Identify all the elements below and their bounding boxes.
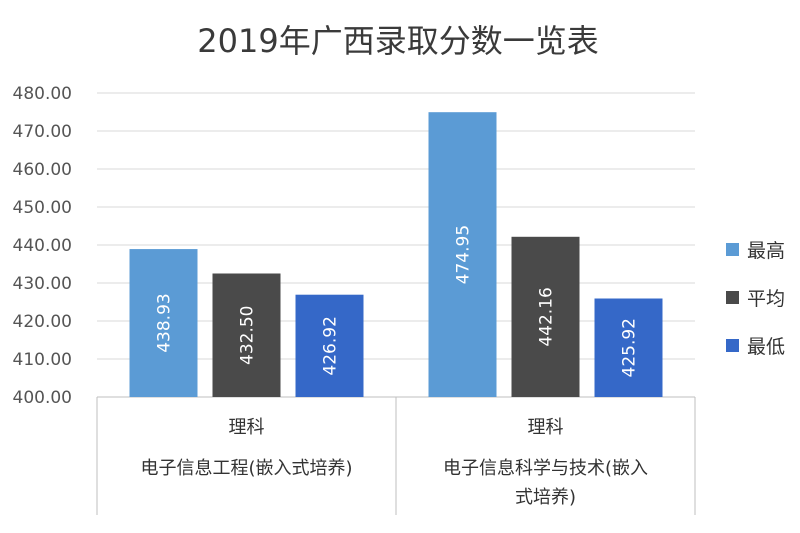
bar-value-label: 432.50 xyxy=(238,306,258,365)
bar xyxy=(594,298,663,397)
legend-swatch xyxy=(726,291,739,304)
y-tick-label: 460.00 xyxy=(13,160,72,180)
bar xyxy=(428,112,497,397)
y-tick-label: 480.00 xyxy=(13,84,72,104)
bar-value-label: 474.95 xyxy=(454,225,474,284)
bar xyxy=(295,294,364,397)
legend-label: 平均 xyxy=(747,288,785,310)
category-group-label: 理科 xyxy=(229,417,265,438)
bar xyxy=(129,249,198,397)
y-tick-label: 430.00 xyxy=(13,274,72,294)
y-tick-label: 400.00 xyxy=(13,388,72,408)
y-tick-label: 440.00 xyxy=(13,236,72,256)
legend-label: 最高 xyxy=(747,240,785,262)
bar xyxy=(511,236,580,397)
bar-value-label: 438.93 xyxy=(155,293,175,352)
bars: 438.93 432.50 426.92 474.95 442.16 425.92 xyxy=(129,112,663,397)
legend-swatch xyxy=(726,339,739,352)
category-name-label: 电子信息工程(嵌入式培养) xyxy=(140,458,352,479)
y-tick-label: 410.00 xyxy=(13,350,72,370)
y-tick-label: 450.00 xyxy=(13,198,72,218)
bar xyxy=(212,273,281,397)
bar-value-label: 426.92 xyxy=(321,316,341,375)
bar-value-label: 425.92 xyxy=(620,318,640,377)
category-name-label: 式培养) xyxy=(515,487,576,508)
chart-title: 2019年广西录取分数一览表 xyxy=(197,22,598,60)
y-tick-label: 420.00 xyxy=(13,312,72,332)
legend-label: 最低 xyxy=(747,336,785,358)
category-group-label: 理科 xyxy=(528,417,564,438)
bar-value-label: 442.16 xyxy=(537,287,557,346)
y-tick-label: 470.00 xyxy=(13,122,72,142)
category-name-label: 电子信息科学与技术(嵌入 xyxy=(443,458,648,479)
legend-swatch xyxy=(726,243,739,256)
y-axis: 400.00 410.00 420.00 430.00 440.00 450.00 460.… xyxy=(13,84,72,408)
